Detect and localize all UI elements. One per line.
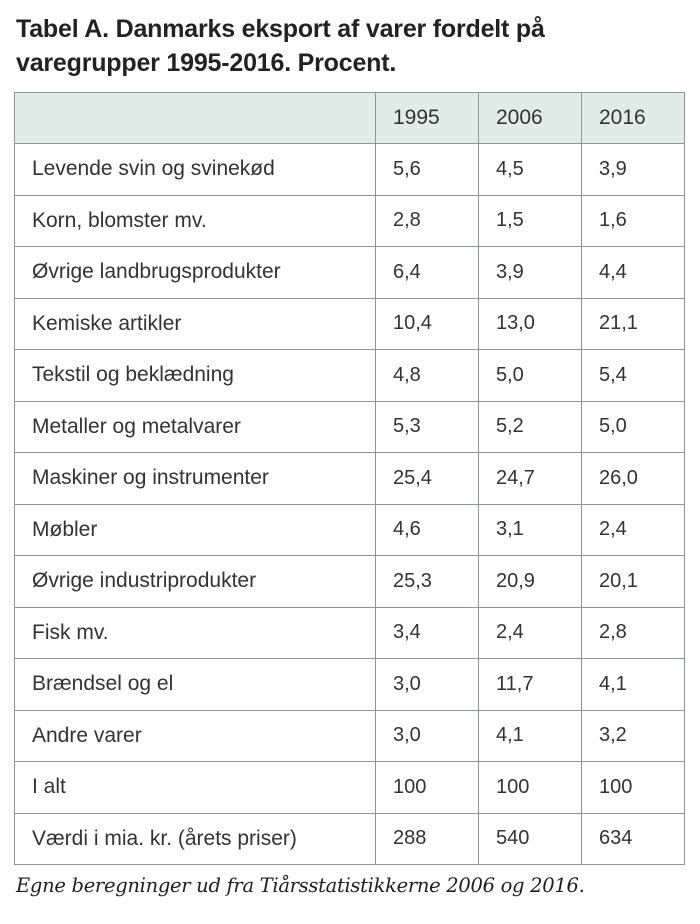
row-label: Kemiske artikler (14, 297, 376, 350)
row-value-2006: 11,7 (478, 658, 582, 711)
header-cell-2016: 2016 (581, 92, 685, 144)
source-note: Egne beregninger ud fra Tiårsstatistikke… (16, 874, 585, 897)
row-value-1995: 10,4 (375, 297, 479, 350)
table-row: Øvrige landbrugsprodukter 6,4 3,9 4,4 (14, 246, 685, 299)
row-label: Tekstil og beklædning (14, 349, 376, 402)
row-value-2016: 1,6 (581, 194, 685, 247)
row-label: Korn, blomster mv. (14, 194, 376, 247)
row-label: Øvrige industriprodukter (14, 555, 376, 608)
table-row: Værdi i mia. kr. (årets priser) 288 540 … (14, 812, 685, 865)
table-row: Brændsel og el 3,0 11,7 4,1 (14, 658, 685, 711)
row-value-2006: 24,7 (478, 452, 582, 505)
row-value-2016: 100 (581, 761, 685, 814)
export-table: 1995 2006 2016 Levende svin og svinekød … (14, 92, 685, 865)
row-value-1995: 100 (375, 761, 479, 814)
table-header-row: 1995 2006 2016 (14, 92, 685, 144)
row-value-2006: 5,0 (478, 349, 582, 402)
table-row: Fisk mv. 3,4 2,4 2,8 (14, 606, 685, 659)
header-cell-1995: 1995 (375, 92, 479, 144)
row-value-2006: 1,5 (478, 194, 582, 247)
table-row: Maskiner og instrumenter 25,4 24,7 26,0 (14, 452, 685, 505)
row-value-1995: 4,6 (375, 503, 479, 556)
table-header: 1995 2006 2016 (14, 92, 685, 144)
row-label: Levende svin og svinekød (14, 143, 376, 196)
row-value-2016: 26,0 (581, 452, 685, 505)
row-label: Øvrige landbrugsprodukter (14, 246, 376, 299)
table-row: Metaller og metalvarer 5,3 5,2 5,0 (14, 400, 685, 453)
row-value-2016: 21,1 (581, 297, 685, 350)
row-value-2016: 2,8 (581, 606, 685, 659)
row-value-1995: 5,6 (375, 143, 479, 196)
row-value-2006: 4,1 (478, 709, 582, 762)
row-value-2006: 5,2 (478, 400, 582, 453)
row-label: Andre varer (14, 709, 376, 762)
row-value-2016: 4,4 (581, 246, 685, 299)
table-row: Levende svin og svinekød 5,6 4,5 3,9 (14, 143, 685, 196)
row-value-2016: 3,2 (581, 709, 685, 762)
row-value-2006: 13,0 (478, 297, 582, 350)
row-value-1995: 25,3 (375, 555, 479, 608)
row-value-1995: 3,4 (375, 606, 479, 659)
table-row: Kemiske artikler 10,4 13,0 21,1 (14, 297, 685, 350)
row-value-1995: 25,4 (375, 452, 479, 505)
row-label: Værdi i mia. kr. (årets priser) (14, 812, 376, 865)
page-title: Tabel A. Danmarks eksport af varer forde… (16, 12, 686, 80)
row-label: I alt (14, 761, 376, 814)
row-value-2006: 2,4 (478, 606, 582, 659)
row-value-2006: 3,1 (478, 503, 582, 556)
row-label: Brændsel og el (14, 658, 376, 711)
row-value-2006: 100 (478, 761, 582, 814)
row-value-1995: 3,0 (375, 658, 479, 711)
page-title-line-1: Tabel A. Danmarks eksport af varer forde… (16, 15, 545, 43)
row-value-2006: 20,9 (478, 555, 582, 608)
table-row: Tekstil og beklædning 4,8 5,0 5,4 (14, 349, 685, 402)
row-value-2016: 634 (581, 812, 685, 865)
row-label: Møbler (14, 503, 376, 556)
row-value-1995: 2,8 (375, 194, 479, 247)
row-value-2016: 3,9 (581, 143, 685, 196)
row-value-2006: 3,9 (478, 246, 582, 299)
header-cell-2006: 2006 (478, 92, 582, 144)
row-label: Fisk mv. (14, 606, 376, 659)
table-body: Levende svin og svinekød 5,6 4,5 3,9 Kor… (14, 143, 685, 865)
row-value-2016: 20,1 (581, 555, 685, 608)
row-label: Maskiner og instrumenter (14, 452, 376, 505)
page-title-line-2: varegrupper 1995-2016. Procent. (16, 49, 397, 77)
header-cell-empty (14, 92, 376, 144)
row-value-1995: 5,3 (375, 400, 479, 453)
table-row: Andre varer 3,0 4,1 3,2 (14, 709, 685, 762)
row-value-2016: 5,0 (581, 400, 685, 453)
row-value-2006: 4,5 (478, 143, 582, 196)
row-value-2006: 540 (478, 812, 582, 865)
row-value-2016: 2,4 (581, 503, 685, 556)
row-value-2016: 4,1 (581, 658, 685, 711)
row-value-1995: 288 (375, 812, 479, 865)
table-row: Korn, blomster mv. 2,8 1,5 1,6 (14, 194, 685, 247)
table-row: Møbler 4,6 3,1 2,4 (14, 503, 685, 556)
table-row: Øvrige industriprodukter 25,3 20,9 20,1 (14, 555, 685, 608)
row-value-1995: 3,0 (375, 709, 479, 762)
row-value-1995: 4,8 (375, 349, 479, 402)
row-value-1995: 6,4 (375, 246, 479, 299)
table-row: I alt 100 100 100 (14, 761, 685, 814)
row-label: Metaller og metalvarer (14, 400, 376, 453)
row-value-2016: 5,4 (581, 349, 685, 402)
